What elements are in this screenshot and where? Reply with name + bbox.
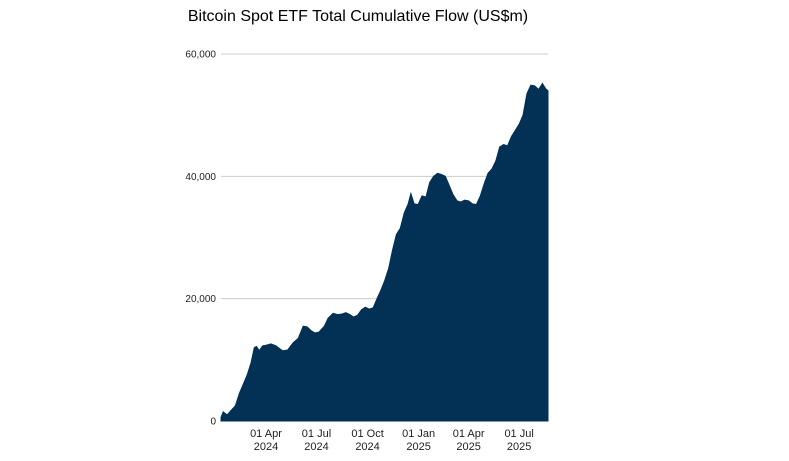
x-tick-year: 2024 [254,441,278,453]
x-tick-label: 01 Jul [302,428,331,440]
x-tick-label: 01 Oct [351,428,383,440]
chart-title: Bitcoin Spot ETF Total Cumulative Flow (… [187,8,529,25]
x-tick-year: 2025 [406,441,430,453]
y-tick-label: 60,000 [185,50,216,61]
x-tick-label: 01 Jul [504,428,533,440]
x-tick-label: 01 Apr [250,428,282,440]
y-tick-label: 20,000 [185,294,216,305]
x-tick-year: 2024 [355,441,379,453]
x-tick-label: 01 Apr [453,428,485,440]
y-tick-label: 0 [210,417,216,428]
x-tick-year: 2025 [507,441,531,453]
series-area-path [220,82,549,422]
y-tick-label: 40,000 [185,172,216,183]
x-tick-year: 2024 [304,441,328,453]
x-tick-label: 01 Jan [402,428,435,440]
y-axis-ticks: 0 20,000 40,000 60,000 [185,50,216,428]
x-tick-year: 2025 [456,441,480,453]
series-area [220,82,549,422]
